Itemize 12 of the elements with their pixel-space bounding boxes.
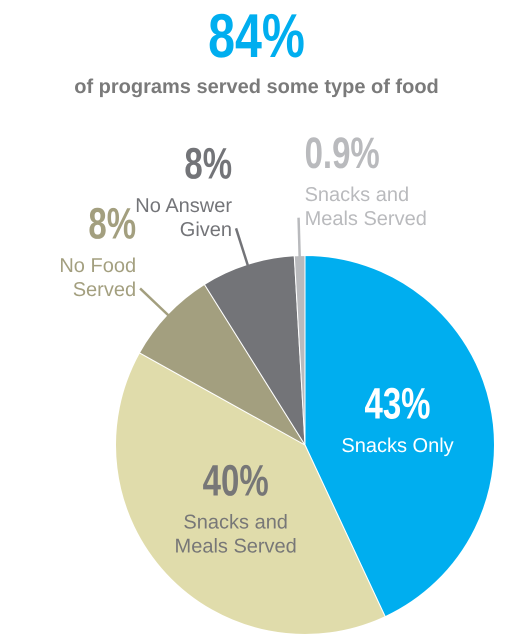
data-label: 0.9%	[304, 129, 380, 178]
data-label: 8%	[88, 200, 136, 249]
data-label: 43%	[364, 380, 431, 429]
slice-label: Snacks and Meals Served	[174, 512, 297, 558]
slice-label: Snacks and Meals Served	[304, 184, 427, 230]
chart-subtitle: of programs served some type of food	[73, 75, 440, 100]
data-label: 40%	[202, 456, 269, 506]
data-label: 8%	[184, 140, 232, 189]
slice-label: Snacks Only	[341, 435, 454, 458]
slice-label: No Answer Given	[135, 194, 232, 241]
chart-title: 84%	[207, 2, 306, 72]
slice-label: No Food Served	[59, 254, 136, 301]
